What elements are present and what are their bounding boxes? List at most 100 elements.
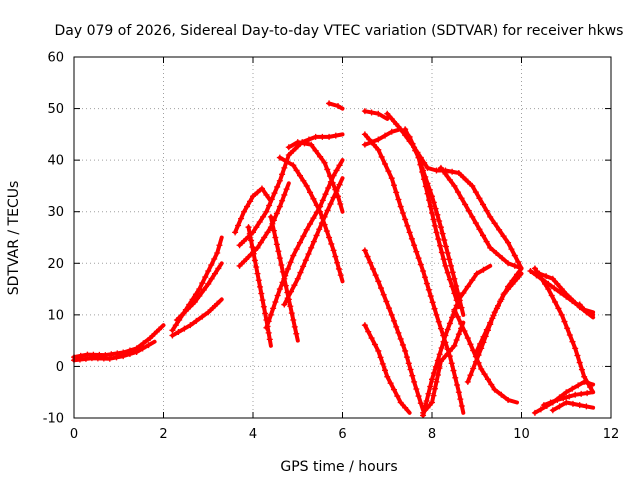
trace-25-marker-5 <box>469 182 476 189</box>
trace-09-marker-10 <box>258 290 265 297</box>
trace-10-marker-22 <box>325 184 332 191</box>
trace-07-marker-14 <box>281 164 288 171</box>
trace-09-marker-16 <box>265 329 272 336</box>
trace-13-marker-12 <box>337 200 344 207</box>
trace-14-marker-18 <box>334 259 341 266</box>
trace-18-marker-25 <box>427 293 434 300</box>
trace-36-marker-0 <box>576 301 583 308</box>
trace-18-marker-7 <box>388 175 395 182</box>
trace-22-marker-16 <box>435 236 442 243</box>
trace-17-marker-17 <box>430 199 437 206</box>
trace-23-marker-19 <box>460 289 467 296</box>
trace-09-marker-6 <box>253 263 260 270</box>
trace-12-marker-8 <box>305 251 312 258</box>
trace-12-marker-16 <box>327 200 334 207</box>
x-tick-label-4: 8 <box>428 427 436 442</box>
trace-19-marker-13 <box>395 329 402 336</box>
trace-18-marker-35 <box>448 360 455 367</box>
trace-25-marker-6 <box>472 189 479 196</box>
trace-21-marker-10 <box>424 164 431 171</box>
trace-05-marker-8 <box>208 275 215 282</box>
trace-23-marker-21 <box>469 277 476 284</box>
trace-03-marker-10 <box>202 274 209 281</box>
trace-35-marker-0 <box>549 407 556 414</box>
trace-11-marker-6 <box>276 255 283 262</box>
trace-14-marker-16 <box>330 247 337 254</box>
trace-04-marker-5 <box>199 313 206 320</box>
trace-19-marker-12 <box>393 323 400 330</box>
trace-19-marker-22 <box>413 385 420 392</box>
trace-32-marker-6 <box>563 293 570 300</box>
trace-08-marker-7 <box>264 229 271 236</box>
trace-19-marker-23 <box>415 393 422 400</box>
trace-26-marker-17 <box>511 262 518 269</box>
trace-18-marker-41 <box>458 402 465 409</box>
x-tick-label-5: 10 <box>513 427 530 442</box>
trace-10-marker-25 <box>333 167 340 174</box>
trace-12-marker-19 <box>336 181 343 188</box>
trace-03-marker-12 <box>208 262 215 269</box>
trace-23-marker-20 <box>464 283 471 290</box>
trace-29-marker-11 <box>514 275 521 282</box>
trace-32-marker-3 <box>545 280 552 287</box>
trace-30-marker-0 <box>531 265 538 272</box>
trace-10-marker-11 <box>290 252 297 259</box>
trace-13-marker-2 <box>301 140 308 147</box>
trace-19-marker-0 <box>361 247 368 254</box>
trace-20-marker-10 <box>390 386 397 393</box>
trace-17-marker-23 <box>441 237 448 244</box>
trace-27-marker-12 <box>488 381 495 388</box>
trace-02-marker-1 <box>76 356 83 363</box>
trace-34-marker-5 <box>572 391 579 398</box>
trace-11-marker-10 <box>282 282 289 289</box>
trace-02-marker-2 <box>82 355 89 362</box>
trace-08-marker-5 <box>257 239 264 246</box>
trace-11-marker-5 <box>275 248 282 255</box>
trace-14-marker-2 <box>290 162 297 169</box>
trace-02-marker-10 <box>133 348 140 355</box>
trace-18-marker-39 <box>455 389 462 396</box>
trace-04-marker-4 <box>193 317 200 324</box>
trace-26-marker-11 <box>480 232 487 239</box>
trace-25-marker-17 <box>515 258 522 265</box>
trace-27-marker-1 <box>454 313 461 320</box>
trace-34-marker-7 <box>584 390 591 397</box>
trace-13-marker-3 <box>308 141 315 148</box>
series-trace-18 <box>361 131 466 415</box>
y-tick-label-3: 20 <box>47 257 64 272</box>
trace-16-marker-2 <box>375 110 382 117</box>
trace-25-marker-14 <box>505 239 512 246</box>
trace-26-marker-12 <box>483 238 490 245</box>
trace-06-marker-2 <box>238 215 245 222</box>
trace-10-marker-3 <box>270 305 277 312</box>
trace-30-marker-14 <box>574 352 581 359</box>
trace-10-marker-14 <box>300 233 307 240</box>
trace-18-marker-8 <box>390 182 397 189</box>
trace-10-marker-9 <box>284 265 291 272</box>
trace-09-marker-13 <box>262 310 269 317</box>
chart-title: Day 079 of 2026, Sidereal Day-to-day VTE… <box>55 23 624 39</box>
trace-33-marker-1 <box>537 406 544 413</box>
trace-18-marker-38 <box>454 381 461 388</box>
trace-35-marker-3 <box>569 400 576 407</box>
trace-30-line <box>532 266 596 395</box>
trace-18-marker-21 <box>420 268 427 275</box>
trace-18-marker-40 <box>457 396 464 403</box>
trace-14-marker-3 <box>293 167 300 174</box>
trace-11-marker-16 <box>291 323 298 330</box>
trace-16-marker-1 <box>368 109 375 116</box>
trace-20-marker-9 <box>387 380 394 387</box>
trace-19-marker-8 <box>383 298 390 305</box>
trace-09-marker-4 <box>250 250 257 257</box>
trace-23-marker-12 <box>442 332 449 339</box>
trace-29-marker-1 <box>477 340 484 347</box>
trace-04-marker-8 <box>214 300 221 307</box>
trace-04-marker-2 <box>181 325 188 332</box>
series-trace-19 <box>361 247 426 413</box>
trace-26-marker-4 <box>454 189 461 196</box>
trace-01-marker-11 <box>140 340 147 347</box>
trace-22-marker-0 <box>402 126 409 133</box>
trace-27-marker-14 <box>498 391 505 398</box>
trace-23-marker-9 <box>436 351 443 358</box>
trace-22-marker-11 <box>427 203 434 210</box>
